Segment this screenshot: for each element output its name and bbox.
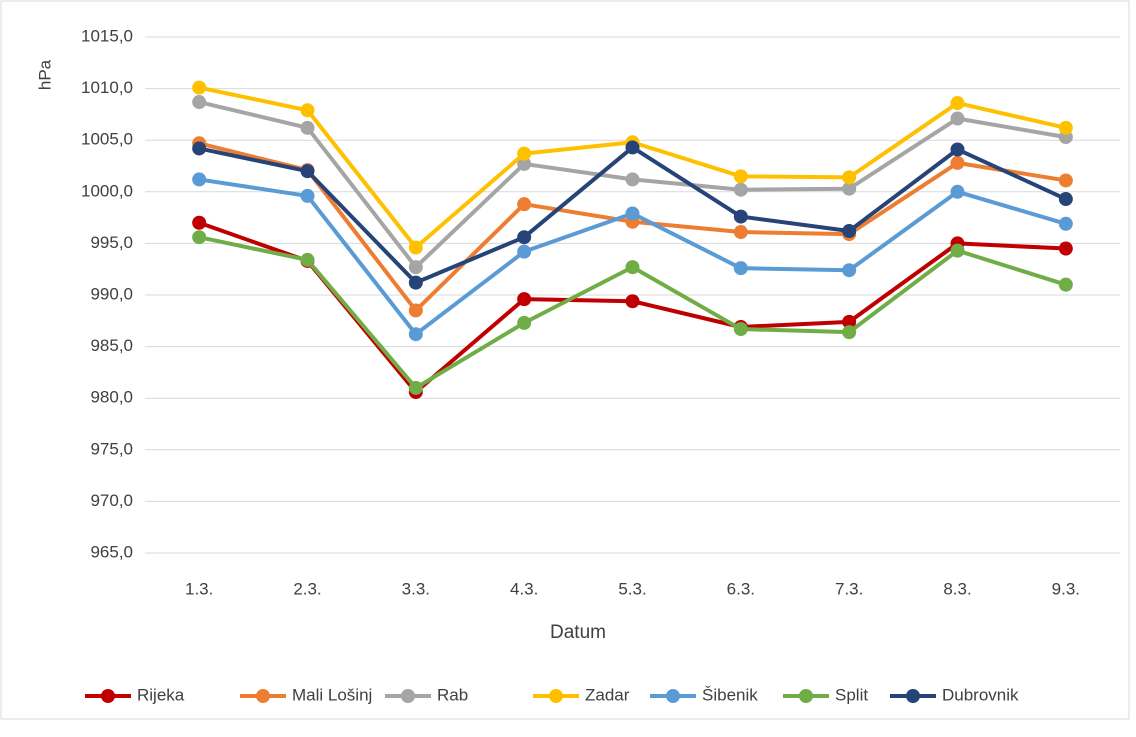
data-point <box>517 156 532 171</box>
y-tick-label: 1005,0 <box>81 130 133 149</box>
data-point <box>408 327 423 342</box>
data-point <box>950 155 965 170</box>
data-point <box>192 80 207 95</box>
legend-label: Mali Lošinj <box>292 685 372 704</box>
data-point <box>300 164 315 179</box>
legend-label: Šibenik <box>702 685 758 704</box>
data-point <box>1058 277 1073 292</box>
data-point <box>408 275 423 290</box>
data-point <box>842 263 857 278</box>
x-tick-label: 2.3. <box>293 579 321 598</box>
data-point <box>192 230 207 245</box>
data-point <box>408 240 423 255</box>
y-tick-label: 1015,0 <box>81 26 133 45</box>
x-axis-label: Datum <box>550 622 606 643</box>
data-point <box>733 169 748 184</box>
data-point <box>842 170 857 185</box>
y-tick-label: 970,0 <box>90 491 133 510</box>
data-point <box>517 315 532 330</box>
data-point <box>408 303 423 318</box>
data-point <box>517 292 532 307</box>
legend-marker <box>401 689 415 703</box>
data-point <box>192 172 207 187</box>
x-tick-label: 8.3. <box>943 579 971 598</box>
legend-marker <box>666 689 680 703</box>
legend-marker <box>256 689 270 703</box>
data-point <box>300 103 315 118</box>
data-point <box>1058 216 1073 231</box>
data-point <box>733 261 748 276</box>
data-point <box>950 243 965 258</box>
data-point <box>625 260 640 275</box>
legend-marker <box>906 689 920 703</box>
data-point <box>950 96 965 111</box>
x-tick-label: 1.3. <box>185 579 213 598</box>
y-tick-label: 975,0 <box>90 439 133 458</box>
legend-label: Rijeka <box>137 685 185 704</box>
data-point <box>842 224 857 239</box>
data-point <box>1058 120 1073 135</box>
data-point <box>300 188 315 203</box>
data-point <box>517 146 532 161</box>
data-point <box>950 142 965 157</box>
legend-marker <box>549 689 563 703</box>
data-point <box>517 244 532 259</box>
legend-label: Dubrovnik <box>942 685 1019 704</box>
data-point <box>1058 192 1073 207</box>
data-point <box>842 325 857 340</box>
y-tick-label: 985,0 <box>90 336 133 355</box>
data-point <box>1058 173 1073 188</box>
y-tick-label: 965,0 <box>90 542 133 561</box>
data-point <box>625 294 640 309</box>
x-tick-label: 6.3. <box>727 579 755 598</box>
data-point <box>192 95 207 110</box>
data-point <box>625 206 640 221</box>
x-tick-label: 5.3. <box>618 579 646 598</box>
data-point <box>733 322 748 337</box>
data-point <box>192 215 207 230</box>
x-tick-label: 3.3. <box>402 579 430 598</box>
data-point <box>733 182 748 197</box>
data-point <box>842 314 857 329</box>
data-point <box>842 181 857 196</box>
legend-label: Split <box>835 685 868 704</box>
y-tick-label: 1010,0 <box>81 78 133 97</box>
data-point <box>192 141 207 156</box>
y-tick-label: 990,0 <box>90 284 133 303</box>
data-point <box>625 140 640 155</box>
data-point <box>408 260 423 275</box>
data-point <box>300 252 315 267</box>
legend-label: Zadar <box>585 685 630 704</box>
legend-marker <box>799 689 813 703</box>
y-axis-label: hPa <box>35 59 54 90</box>
legend-label: Rab <box>437 685 468 704</box>
y-tick-label: 995,0 <box>90 233 133 252</box>
chart-border <box>0 0 1130 720</box>
data-point <box>300 120 315 135</box>
x-tick-label: 4.3. <box>510 579 538 598</box>
x-tick-label: 7.3. <box>835 579 863 598</box>
x-tick-label: 9.3. <box>1052 579 1080 598</box>
data-point <box>733 209 748 224</box>
data-point <box>517 230 532 245</box>
y-tick-label: 980,0 <box>90 388 133 407</box>
y-tick-label: 1000,0 <box>81 181 133 200</box>
data-point <box>625 172 640 187</box>
data-point <box>1058 241 1073 256</box>
data-point <box>517 197 532 212</box>
data-point <box>408 380 423 395</box>
data-point <box>950 111 965 126</box>
legend-marker <box>101 689 115 703</box>
data-point <box>950 184 965 199</box>
data-point <box>733 225 748 240</box>
